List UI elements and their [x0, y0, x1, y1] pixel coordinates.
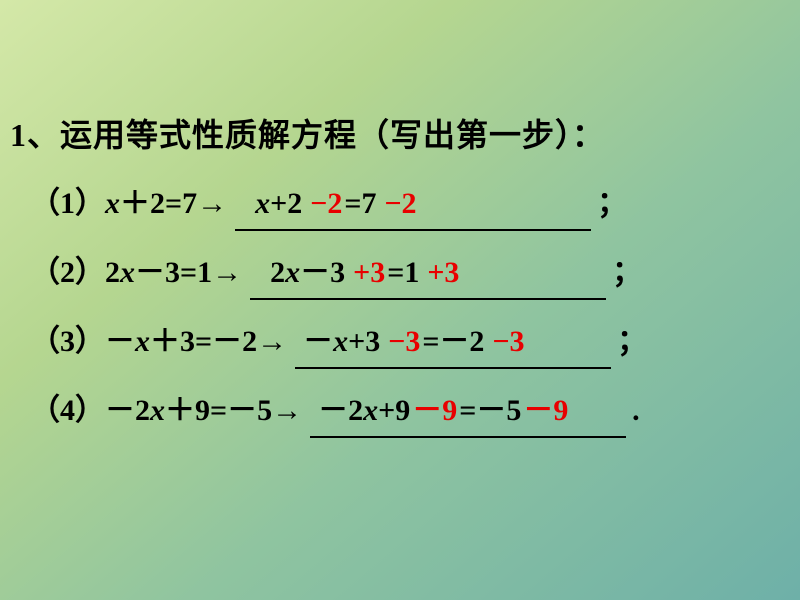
ans-r1: −3: [388, 318, 420, 366]
row-index: （4）: [10, 387, 105, 435]
arrow-icon: →: [257, 318, 287, 366]
eq-var: x: [105, 180, 120, 228]
eq-post: －3=1: [135, 249, 212, 297]
ans-pre: 2: [270, 249, 285, 297]
question-title: 1、运用等式性质解方程（写出第一步）：: [10, 110, 790, 156]
eq-var: x: [135, 318, 150, 366]
ans-r1: －9: [412, 387, 457, 435]
ans-b1: +9: [378, 387, 410, 435]
ans-var: x: [285, 249, 300, 297]
row-term: ；: [617, 318, 647, 366]
ans-var: x: [333, 318, 348, 366]
ans-b1: +3: [348, 318, 380, 366]
ans-eq: =: [344, 180, 361, 228]
row-term: .: [632, 387, 640, 435]
row-term: ；: [612, 249, 642, 297]
row-index: （3）: [10, 318, 105, 366]
ans-r2: －9: [523, 387, 568, 435]
ans-pre: －: [303, 318, 333, 366]
ans-b2: －5: [476, 387, 521, 435]
ans-b2: 7: [361, 180, 376, 228]
answer-blank: 2 x －3 +3 = 1 +3: [250, 249, 606, 300]
ans-pre: －2: [318, 387, 363, 435]
ans-b2: －2: [439, 318, 484, 366]
ans-eq: =: [387, 249, 404, 297]
answer-blank: － x +3 −3 = －2 −3: [295, 318, 611, 369]
ans-eq: =: [459, 387, 476, 435]
eq-post: ＋3=－2: [150, 318, 257, 366]
equation-row-1: （1） x ＋2=7 → x +2 −2 = 7 −2 ；: [10, 180, 790, 231]
eq-var: x: [120, 249, 135, 297]
equation-row-3: （3） － x ＋3=－2 → － x +3 −3 = －2 −3 ；: [10, 318, 790, 369]
arrow-icon: →: [272, 387, 302, 435]
answer-blank: x +2 −2 = 7 −2: [235, 180, 591, 231]
ans-eq: =: [422, 318, 439, 366]
ans-r2: +3: [427, 249, 459, 297]
ans-r1: −2: [310, 180, 342, 228]
ans-r2: −3: [492, 318, 524, 366]
eq-post: ＋9=－5: [165, 387, 272, 435]
row-index: （2）: [10, 249, 105, 297]
row-index: （1）: [10, 180, 105, 228]
equation-row-4: （4） －2 x ＋9=－5 → －2 x +9 －9 = －5 －9 .: [10, 387, 790, 438]
row-term: ；: [597, 180, 627, 228]
ans-r1: +3: [353, 249, 385, 297]
ans-b2: 1: [404, 249, 419, 297]
eq-var: x: [150, 387, 165, 435]
ans-var: x: [363, 387, 378, 435]
ans-var: x: [255, 180, 270, 228]
eq-pre: －: [105, 318, 135, 366]
arrow-icon: →: [197, 180, 227, 228]
equation-row-2: （2） 2 x －3=1 → 2 x －3 +3 = 1 +3 ；: [10, 249, 790, 300]
arrow-icon: →: [212, 249, 242, 297]
slide-content: 1、运用等式性质解方程（写出第一步）： （1） x ＋2=7 → x +2 −2…: [10, 110, 790, 456]
ans-r2: −2: [384, 180, 416, 228]
eq-pre: －2: [105, 387, 150, 435]
eq-post: ＋2=7: [120, 180, 197, 228]
ans-b1: －3: [300, 249, 345, 297]
ans-b1: +2: [270, 180, 302, 228]
eq-pre: 2: [105, 249, 120, 297]
answer-blank: －2 x +9 －9 = －5 －9: [310, 387, 626, 438]
